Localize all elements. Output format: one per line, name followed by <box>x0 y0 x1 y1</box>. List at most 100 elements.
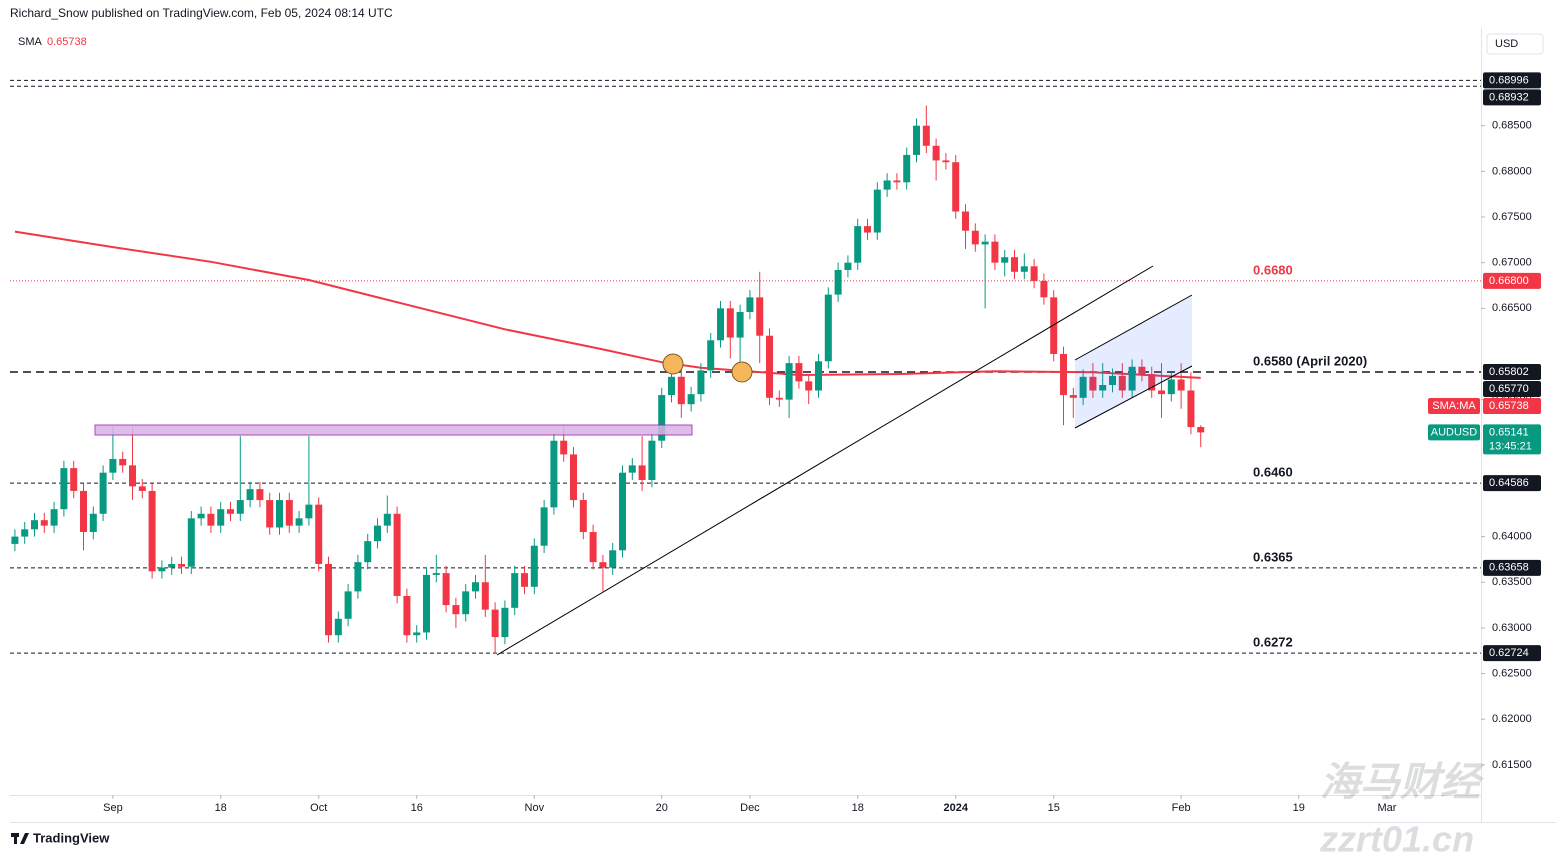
candle-body <box>325 563 333 636</box>
level-price-label: 0.65802 <box>1489 366 1529 378</box>
candle-body <box>1089 376 1097 391</box>
candle-body <box>707 340 715 371</box>
candle-body <box>89 513 97 533</box>
y-tick-label: 0.62000 <box>1492 713 1532 725</box>
candle-body <box>99 472 107 514</box>
candle-body <box>1148 374 1156 391</box>
tradingview-logo: TradingView <box>11 830 110 845</box>
candle-body <box>1011 257 1019 272</box>
plot <box>10 79 1481 654</box>
candle-body <box>442 573 450 606</box>
x-tick-label: Dec <box>740 802 760 814</box>
candle-body <box>687 394 695 405</box>
candle-body <box>932 145 940 161</box>
drawings <box>94 265 1193 656</box>
marker-circle <box>662 353 684 375</box>
currency-label[interactable]: USD <box>1495 38 1518 50</box>
candle-body <box>922 125 930 146</box>
candle-body <box>227 509 235 514</box>
candle-body <box>432 573 440 575</box>
candle-body <box>1158 390 1166 395</box>
candle-body <box>589 532 597 563</box>
channel-upper <box>1074 294 1193 361</box>
candle-body <box>1030 266 1038 281</box>
x-tick-label: 18 <box>852 802 864 814</box>
candle-body <box>570 454 578 501</box>
candle-body <box>668 376 676 396</box>
level-price-label: 0.62724 <box>1489 647 1529 659</box>
candle-body <box>403 595 411 636</box>
indicator-name: SMA <box>18 36 43 48</box>
candle-body <box>364 541 372 563</box>
candle-body <box>991 241 999 263</box>
candle-body <box>971 230 979 245</box>
candle-body <box>952 162 960 212</box>
level-text: 0.6580 (April 2020) <box>1253 353 1367 368</box>
x-tick-label: Oct <box>310 802 327 814</box>
candle-body <box>854 226 862 263</box>
candle-body <box>1040 280 1048 298</box>
y-tick-label: 0.62500 <box>1492 667 1532 679</box>
candle-body <box>236 500 244 514</box>
level-price-label: 0.66800 <box>1489 275 1529 287</box>
candle-body <box>1197 427 1205 433</box>
candle-body <box>530 545 538 587</box>
candle-body <box>178 563 186 567</box>
currency-button[interactable] <box>1486 33 1544 55</box>
level-price-label: 0.64586 <box>1489 477 1529 489</box>
candle-body <box>824 294 832 362</box>
candle-body <box>726 308 734 338</box>
candle-body <box>1069 395 1077 398</box>
candle-body <box>413 632 421 636</box>
level-price-label-bg <box>1483 381 1541 398</box>
candle-body <box>599 562 607 568</box>
candle-body <box>628 465 636 473</box>
level-text: 0.6460 <box>1253 465 1293 480</box>
level-price-label-bg <box>1483 72 1541 89</box>
candle-body <box>374 525 382 542</box>
trend-line <box>496 265 1154 656</box>
candle-body <box>785 363 793 400</box>
candle-body <box>619 472 627 551</box>
candle-body <box>717 308 725 341</box>
candle-body <box>276 500 284 528</box>
logo-text: TradingView <box>33 830 110 845</box>
candle-body <box>658 395 666 441</box>
candle-body <box>550 440 558 508</box>
x-tick-label: Feb <box>1172 802 1191 814</box>
candle-body <box>119 458 127 466</box>
candle-body <box>1118 375 1126 391</box>
sma-line <box>14 230 1201 379</box>
candle-body <box>893 180 901 183</box>
candle-body <box>70 468 78 491</box>
x-tick-label: Sep <box>103 802 123 814</box>
x-tick-label: 16 <box>411 802 423 814</box>
watermark: zzrt01.cn <box>1319 819 1474 857</box>
candle-body <box>472 582 480 592</box>
channel-fill <box>1075 295 1192 428</box>
candle-body <box>815 361 823 391</box>
marker-circle <box>731 361 753 383</box>
candle-body <box>1109 375 1117 386</box>
last-price-label: 0.65141 <box>1489 426 1529 438</box>
candle-body <box>560 440 568 455</box>
level-price-label-bg <box>1483 645 1541 662</box>
logo-mark <box>20 833 29 844</box>
candle-body <box>677 376 685 405</box>
candle-body <box>129 465 137 487</box>
x-tick-label: 20 <box>656 802 668 814</box>
candle-body <box>1001 257 1009 263</box>
candle-body <box>393 513 401 596</box>
candle-body <box>148 490 156 572</box>
y-tick-label: 0.61500 <box>1492 759 1532 771</box>
x-tick-label: 19 <box>1293 802 1305 814</box>
sma-price-label-bg <box>1483 398 1541 415</box>
logo-mark <box>14 833 17 844</box>
candle-body <box>217 509 225 526</box>
candle-body <box>1138 366 1146 375</box>
candle-body <box>491 609 499 638</box>
y-tick-label: 0.64000 <box>1492 531 1532 543</box>
x-tick-label: 18 <box>215 802 227 814</box>
candle-body <box>256 489 264 501</box>
candle-body <box>305 504 313 519</box>
